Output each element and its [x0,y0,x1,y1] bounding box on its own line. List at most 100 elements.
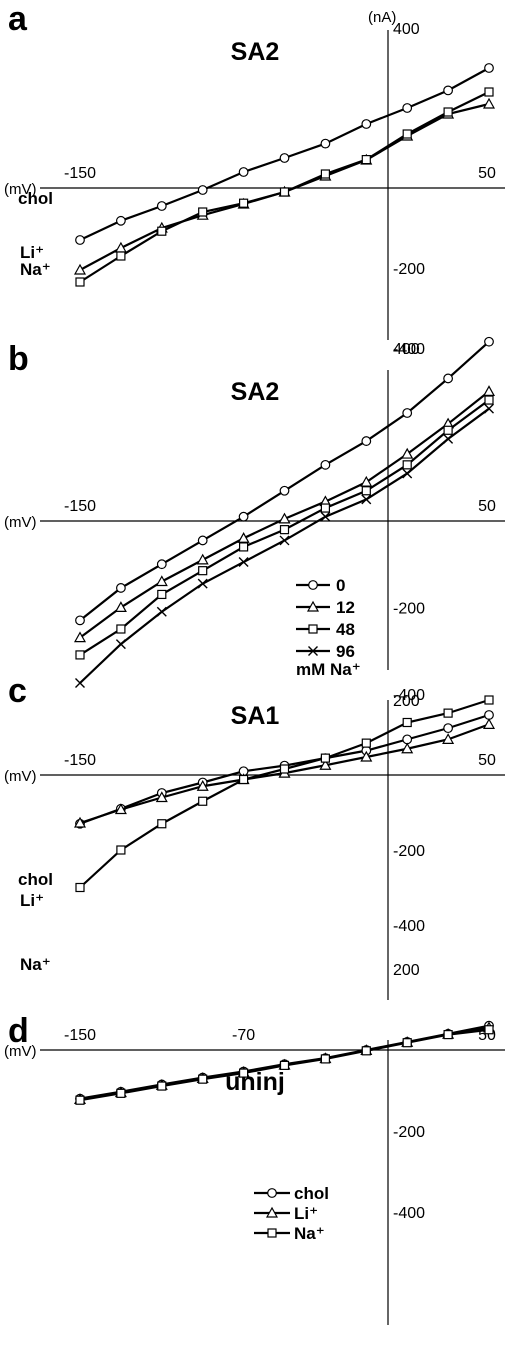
series-1 [73,385,496,643]
series-label: Na⁺ [20,955,51,974]
data-point [75,235,85,245]
data-point [73,263,87,275]
data-point [239,774,249,785]
x-unit-label: (mV) [4,514,37,531]
data-point [443,708,453,718]
y-tick-label: -400 [393,687,425,704]
series-line [79,698,490,889]
series-2 [75,395,494,660]
legend-entry: 12 [336,598,355,617]
y-tick-label: 200 [393,693,420,710]
data-point [279,187,290,197]
legend-marker [306,600,320,612]
data-point [402,734,413,745]
x-tick-label: -150 [64,752,96,769]
data-point [402,468,413,479]
data-point [239,542,249,552]
data-point [75,882,85,893]
data-point [198,796,208,806]
data-point [361,155,371,165]
data-point [320,503,330,513]
data-point [73,631,87,643]
data-point [155,575,168,587]
data-point [361,1046,371,1056]
data-point [238,557,249,568]
data-point [443,433,454,444]
panel-c: c SA1 (mV) -150 50 200 -200 -400 [4,672,505,1000]
series-2 [75,1025,494,1105]
data-point [319,759,332,770]
data-point [482,718,496,729]
panel-letter: a [8,0,28,38]
data-point [279,535,290,546]
x-tick-label: 50 [478,165,496,182]
y-tick-label: -200 [393,600,425,617]
data-point [75,1095,85,1105]
x-unit-label: (mV) [4,181,37,198]
series-label: chol [18,189,53,208]
legend-marker [267,1228,277,1238]
x-unit-label: (mV) [4,1043,37,1060]
y-tick-label: 400 [393,341,420,358]
legend-marker [308,580,318,590]
data-point [402,1038,412,1048]
data-point [402,103,413,113]
data-point [361,119,372,129]
legend-entry: 48 [336,620,355,639]
y-tick-label: -200 [393,843,425,860]
data-point [75,615,85,626]
series-label: Na⁺ [20,260,51,279]
data-point [402,408,413,418]
data-point [115,583,126,593]
data-point [157,226,167,236]
data-point [320,459,331,470]
data-point [157,589,167,600]
data-point [482,385,496,396]
data-point [401,742,414,754]
data-point [237,532,250,543]
data-point [361,738,371,748]
x-tick-label: 50 [478,498,496,515]
y-tick-label: -400 [393,1205,425,1222]
data-point [196,553,209,565]
series-0 [75,336,494,626]
data-point [73,816,87,828]
data-point [75,678,85,688]
data-point [238,511,249,522]
data-point [360,750,373,762]
data-point [278,512,291,524]
x-tick-label: -70 [232,1027,255,1044]
y-tick-label: -200 [393,261,425,278]
data-point [443,1030,453,1040]
data-point [196,780,209,791]
data-point [482,97,496,109]
legend-entry: chol [294,1184,329,1203]
data-point [443,107,453,117]
data-point [320,138,331,149]
data-point [320,753,330,763]
data-point [156,559,167,570]
data-point [402,129,412,139]
data-point [402,717,412,728]
data-point [361,494,372,505]
panel-title: SA1 [231,702,280,730]
data-point [156,201,167,211]
data-point [402,460,412,470]
data-point [279,153,290,163]
data-point [443,85,454,96]
data-point [320,1054,330,1064]
data-point [361,486,371,496]
data-point [484,63,494,73]
series-1 [73,97,496,275]
x-tick-label: 50 [478,752,496,769]
series-line [79,340,490,622]
data-point [279,485,290,496]
legend-marker [308,646,318,656]
y-tick-label: -400 [393,918,425,935]
legend-caption: mM Na⁺ [296,660,361,679]
data-point [443,373,454,384]
data-point [116,1088,126,1098]
data-point [279,764,290,774]
panel-letter: d [8,1012,29,1050]
